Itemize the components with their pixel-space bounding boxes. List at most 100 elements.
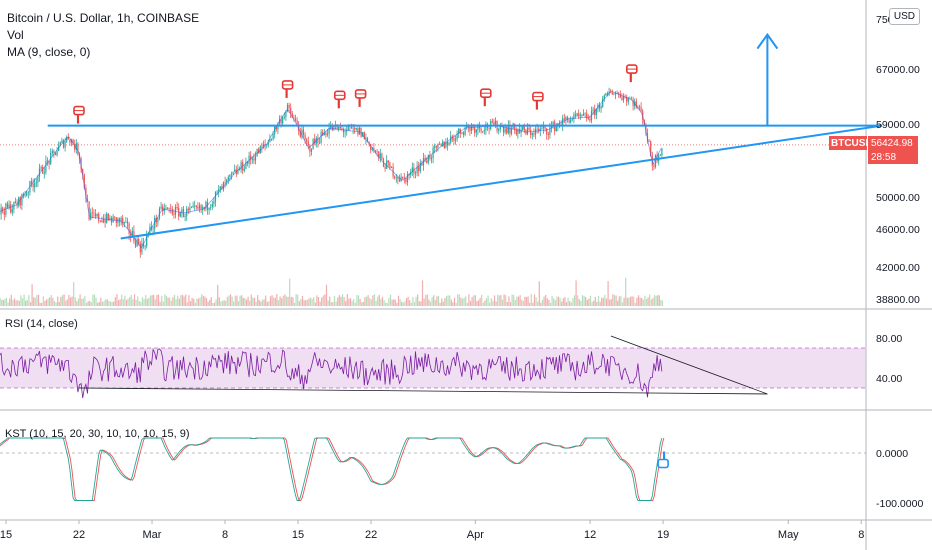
candle: [544, 126, 546, 129]
volume-bar: [492, 300, 494, 306]
volume-bar: [642, 299, 644, 306]
volume-bar: [661, 300, 664, 306]
volume-bar: [241, 295, 243, 306]
candle: [109, 217, 111, 220]
volume-bar: [29, 302, 32, 306]
currency-badge[interactable]: USD: [888, 8, 920, 25]
ma-label[interactable]: MA (9, close, 0): [7, 45, 91, 59]
volume-label[interactable]: Vol: [7, 28, 24, 42]
candle: [27, 192, 29, 193]
price-tick-label: 50000.00: [876, 192, 920, 204]
candle: [254, 156, 257, 161]
candle: [350, 126, 353, 129]
marker-body: [657, 458, 669, 469]
candle: [464, 127, 466, 135]
volume-bar: [625, 277, 627, 306]
volume-bar: [317, 297, 320, 306]
volume-bar: [610, 299, 612, 306]
candle: [389, 162, 391, 168]
volume-bar: [21, 298, 24, 306]
kst-legend[interactable]: KST (10, 15, 20, 30, 10, 10, 10, 15, 9): [5, 428, 190, 440]
candle: [74, 144, 76, 150]
volume-bar: [506, 302, 508, 306]
candle: [365, 138, 367, 139]
candle: [253, 158, 255, 161]
candle: [302, 129, 305, 135]
volume-bar: [549, 302, 552, 306]
volume-bar: [290, 296, 292, 306]
volume-bar: [273, 297, 275, 306]
volume-bar: [0, 297, 1, 306]
candle: [330, 125, 332, 128]
volume-bar: [650, 299, 652, 306]
candle: [619, 94, 621, 98]
candle: [40, 167, 42, 169]
volume-bar: [556, 296, 558, 306]
candle: [480, 128, 482, 132]
candle: [149, 226, 151, 233]
volume-bar: [17, 300, 19, 306]
volume-bar: [156, 294, 158, 306]
volume-bar: [381, 296, 384, 306]
volume-bar: [77, 298, 80, 306]
rsi-legend[interactable]: RSI (14, close): [5, 318, 78, 330]
candle: [34, 182, 36, 188]
candle: [77, 143, 79, 155]
symbol-title[interactable]: Bitcoin / U.S. Dollar, 1h, COINBASE: [7, 11, 200, 25]
kst-tick-label: 0.0000: [876, 448, 908, 460]
candle: [661, 148, 663, 156]
volume-bar: [383, 300, 385, 306]
candle: [283, 117, 285, 118]
volume-bar: [13, 298, 16, 306]
candle: [104, 219, 106, 223]
candle: [328, 127, 330, 134]
volume-bar: [482, 302, 484, 306]
volume-bar: [469, 301, 472, 306]
candle: [605, 93, 607, 96]
candle: [136, 239, 138, 247]
volume-bar: [90, 302, 92, 306]
volume-bar: [573, 295, 576, 306]
candle: [64, 141, 66, 148]
candle: [2, 207, 4, 212]
candle: [446, 142, 449, 146]
volume-bar: [274, 297, 276, 306]
candle: [43, 172, 45, 174]
candle: [416, 166, 418, 173]
candle: [243, 168, 245, 171]
candle: [565, 117, 567, 120]
volume-bar: [405, 298, 408, 306]
volume-bar: [28, 295, 30, 306]
volume-bar: [599, 301, 601, 306]
volume-bar: [129, 297, 131, 306]
volume-bar: [370, 299, 372, 306]
candle: [187, 208, 189, 210]
volume-bar: [327, 300, 329, 306]
candle: [581, 115, 583, 116]
volume-bar: [65, 300, 67, 306]
volume-bar: [124, 295, 126, 306]
volume-bar: [594, 296, 596, 306]
candle: [314, 139, 316, 144]
volume-bar: [445, 296, 448, 306]
volume-bar: [473, 295, 475, 306]
volume-bar: [653, 295, 656, 306]
volume-bar: [460, 297, 462, 306]
candle: [98, 214, 100, 221]
volume-bar: [1, 299, 3, 306]
volume-bar: [164, 294, 166, 306]
candle: [635, 101, 637, 108]
volume-bar: [191, 298, 193, 306]
time-tick-label: 15: [292, 529, 304, 541]
candle: [531, 133, 533, 135]
candle: [106, 213, 108, 223]
candle: [357, 128, 359, 135]
volume-bar: [105, 299, 107, 306]
volume-bar: [559, 298, 561, 306]
candle: [454, 139, 457, 141]
candle: [613, 94, 615, 95]
candle: [301, 129, 303, 137]
volume-bar: [375, 300, 377, 306]
candle: [558, 123, 561, 125]
volume-bar: [154, 299, 156, 306]
